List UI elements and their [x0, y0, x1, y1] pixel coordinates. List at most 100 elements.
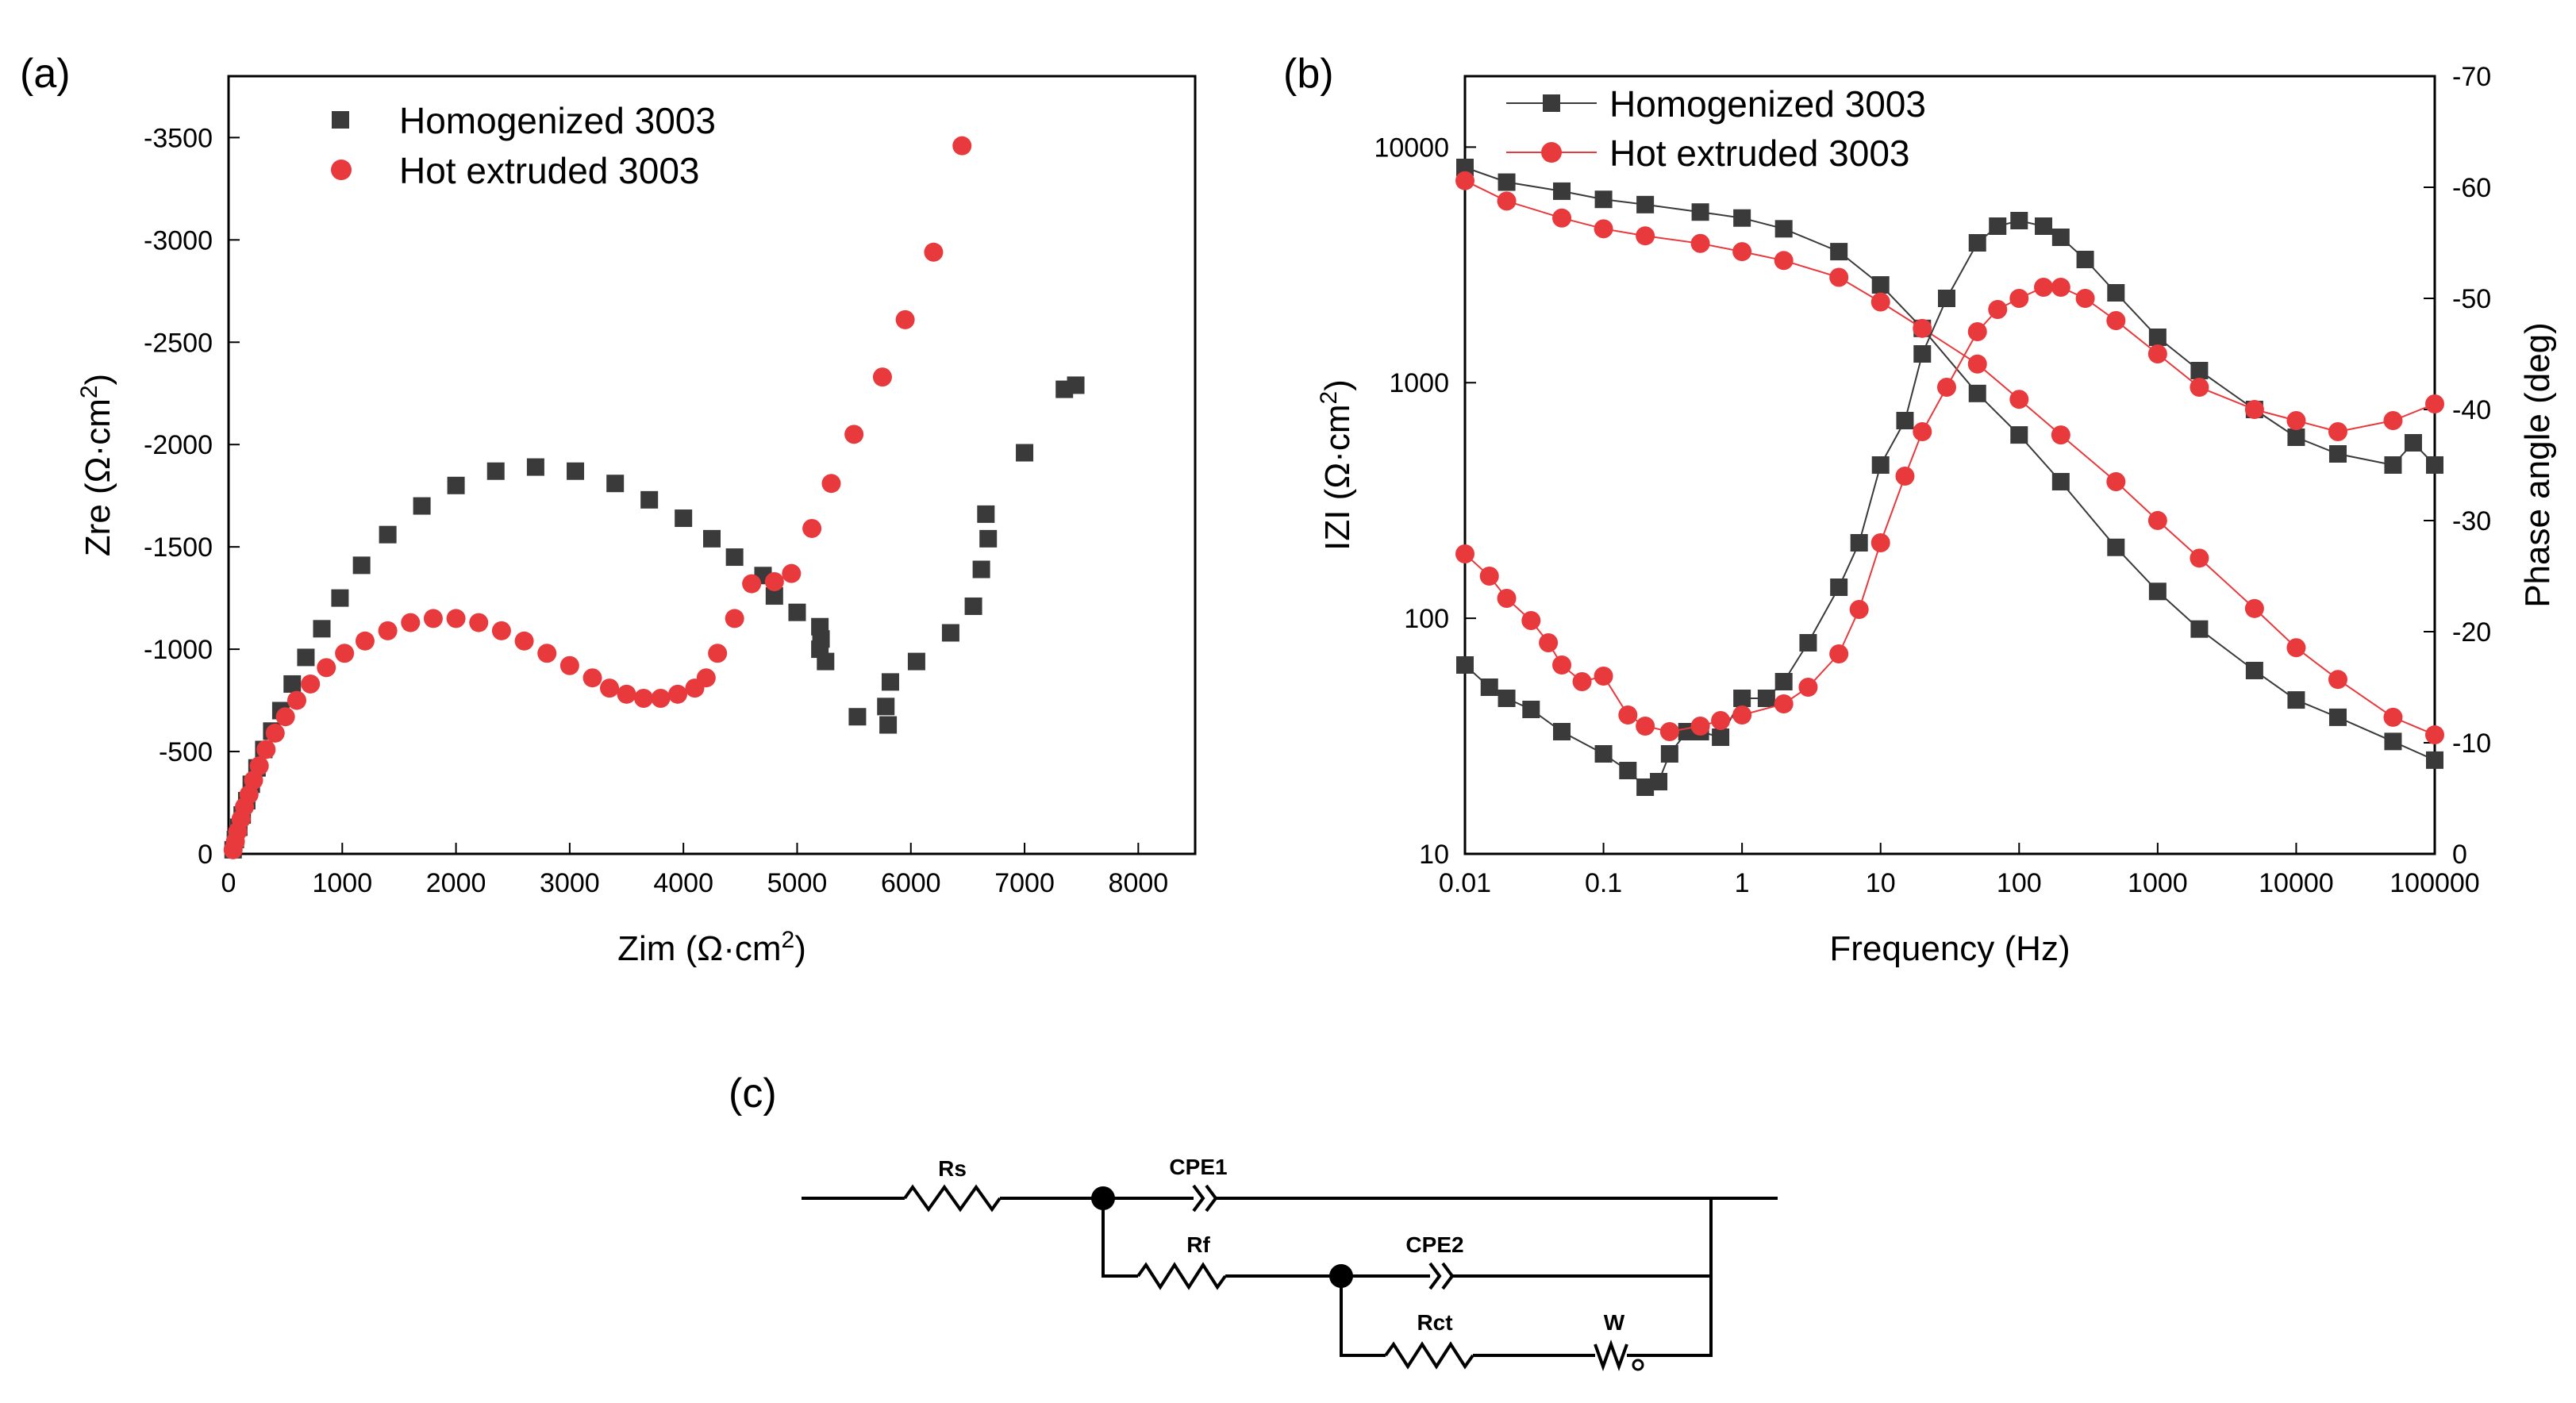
data-point	[2147, 344, 2167, 363]
y2-tick-label: -70	[2452, 62, 2491, 92]
y-tick-label: -2000	[144, 430, 213, 460]
data-point	[2328, 670, 2347, 690]
data-point	[1553, 723, 1571, 740]
series-line	[1464, 167, 2436, 761]
rs-resistor-symbol	[903, 1184, 1002, 1213]
data-point	[952, 136, 972, 156]
circuit-wire-w-out	[1627, 1198, 1713, 1357]
data-point	[2010, 212, 2028, 229]
data-point	[2328, 445, 2347, 463]
data-point	[1870, 533, 1890, 552]
data-point	[881, 673, 899, 691]
data-point	[817, 652, 835, 671]
data-point	[979, 529, 998, 548]
data-point	[977, 505, 995, 523]
panel-b-y-axis-label-text: IZI (Ω·cm	[1318, 404, 1357, 550]
data-point	[1733, 209, 1751, 227]
cpe2-symbol-right	[1441, 1262, 1455, 1290]
panel-a-x-axis-label: Zim (Ω·cm2)	[617, 927, 806, 969]
series-circle	[223, 136, 972, 859]
data-point	[2107, 538, 2125, 556]
panel-b-y-axis-label: IZI (Ω·cm2)	[1316, 379, 1358, 551]
series-phase-square	[1456, 212, 2443, 796]
data-point	[1618, 705, 1638, 725]
panel-b-legend-circle-marker	[1541, 142, 1562, 163]
x-tick-label: 1000	[312, 868, 372, 898]
panel-a-legend-label-hot-extruded: Hot extruded 3003	[399, 150, 700, 191]
panel-a-y-axis-label: Zre (Ω·cm2)	[76, 374, 118, 556]
panel-a-x-axis-close: )	[794, 929, 806, 968]
data-point	[1456, 656, 1474, 674]
data-point	[872, 367, 892, 387]
data-point	[1830, 243, 1848, 261]
data-point	[1498, 173, 1516, 191]
y2-tick-label: -20	[2452, 617, 2491, 648]
data-point	[1830, 578, 1848, 596]
panel-a-plot-frame	[227, 75, 1197, 855]
data-point	[567, 462, 585, 480]
data-point	[848, 708, 867, 726]
series-line	[1464, 286, 2436, 733]
data-point	[1480, 678, 1498, 696]
data-point	[1829, 267, 1849, 287]
panel-b-y-axis-superscript: 2	[1316, 391, 1342, 405]
panel-a-y-axis-label-text: Zre (Ω·cm	[79, 398, 117, 556]
data-point	[703, 529, 721, 548]
circuit-wire-rf-branch	[1102, 1198, 1138, 1278]
data-point	[1913, 345, 1932, 363]
data-point	[1497, 191, 1517, 211]
w-element-symbol	[1594, 1340, 1628, 1371]
y2-tick-label: -30	[2452, 506, 2491, 536]
rct-label: Rct	[1417, 1310, 1452, 1335]
data-point	[2383, 411, 2403, 430]
y2-tick-label: 0	[2452, 840, 2467, 870]
data-point	[1650, 773, 1668, 790]
x-tick-label: 1	[1735, 868, 1750, 898]
data-point	[413, 497, 431, 515]
y2-tick-label: -50	[2452, 284, 2491, 314]
series-line	[1464, 179, 2436, 736]
data-point	[1799, 634, 1817, 652]
panel-b-y2-axis-label-group: Phase angle (deg)	[2518, 322, 2557, 608]
data-point	[2190, 620, 2209, 638]
data-point	[1757, 690, 1775, 707]
data-point	[2287, 429, 2305, 446]
x-tick-label: 0.01	[1439, 868, 1491, 898]
x-tick-label: 8000	[1109, 868, 1169, 898]
data-point	[1774, 220, 1793, 238]
panel-c-label: (c)	[729, 1071, 777, 1117]
y-tick-label: -3500	[144, 123, 213, 153]
x-tick-label: 6000	[881, 868, 941, 898]
data-point	[1913, 422, 1932, 441]
data-point	[1455, 171, 1474, 190]
data-point	[2426, 751, 2443, 769]
x-tick-label: 0.1	[1585, 868, 1622, 898]
data-point	[1479, 567, 1499, 586]
panel-a-x-axis-label-text: Zim (Ω·cm	[617, 929, 781, 968]
series-square	[224, 376, 1085, 859]
series-impedance-circle	[1455, 171, 2444, 745]
rs-label: Rs	[938, 1156, 967, 1181]
data-point	[708, 644, 728, 663]
y-tick-label: 0	[198, 840, 213, 870]
panel-a-legend-label-homogenized: Homogenized 3003	[399, 100, 716, 141]
data-point	[1895, 467, 1915, 486]
data-point	[1455, 544, 1474, 563]
cpe1-label: CPE1	[1169, 1155, 1227, 1179]
data-point	[1850, 534, 1868, 552]
data-point	[2107, 284, 2125, 302]
data-point	[651, 689, 671, 708]
data-point	[486, 462, 505, 480]
data-point	[2287, 691, 2305, 709]
panel-a-legend-circle-marker	[331, 160, 352, 180]
data-point	[469, 613, 489, 632]
panel-b-y-axis-label-group: IZI (Ω·cm2)	[1316, 379, 1358, 551]
data-point	[1522, 701, 1540, 718]
data-point	[2034, 278, 2054, 297]
data-point	[265, 723, 285, 743]
panel-b-y-axis-close: )	[1318, 379, 1357, 391]
data-point	[1896, 412, 1914, 429]
data-point	[1552, 655, 1572, 675]
data-point	[802, 518, 822, 538]
